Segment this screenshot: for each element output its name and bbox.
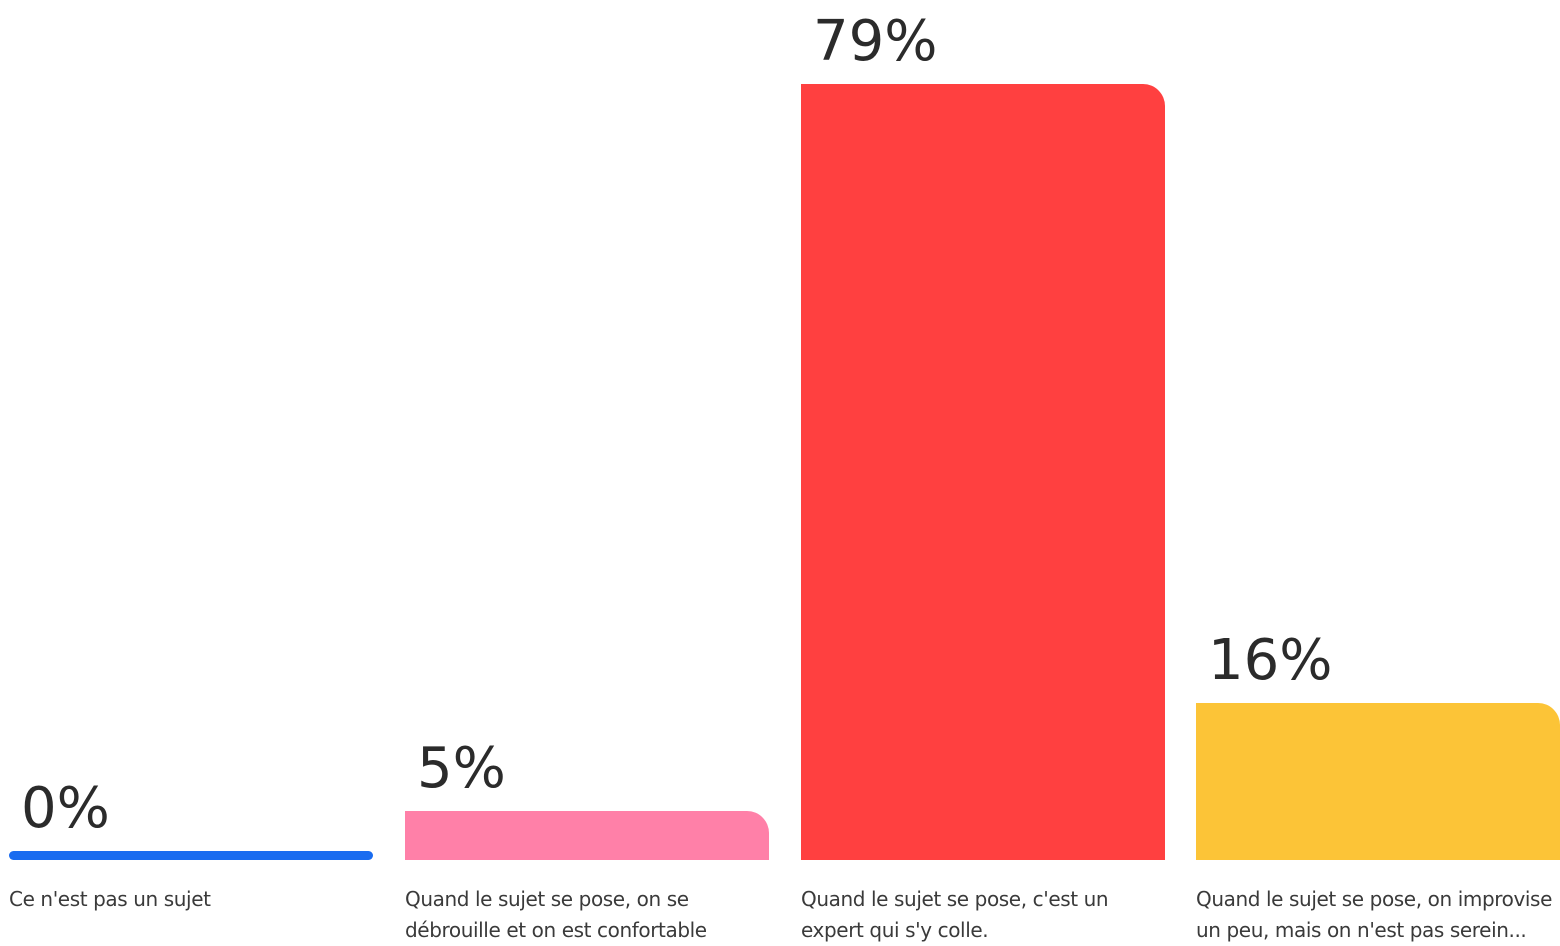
bar-category-label-4: Quand le sujet se pose, on improvise un … (1196, 887, 1552, 942)
bar-3 (801, 84, 1165, 860)
bar-column-1: 0% Ce n'est pas un sujet (9, 0, 373, 943)
bar-value-label-2: 5% (417, 736, 506, 801)
bar-category-label-2: Quand le sujet se pose, on se débrouille… (405, 887, 707, 942)
bar-1 (9, 851, 373, 860)
bar-value-label-4: 16% (1208, 628, 1333, 693)
bar-value-label-3: 79% (813, 9, 938, 74)
bar-column-4: 16% Quand le sujet se pose, on improvise … (1196, 0, 1560, 943)
bar-4 (1196, 703, 1560, 860)
bar-column-3: 79% Quand le sujet se pose, c'est un expe… (801, 0, 1165, 943)
bar-category-label-3: Quand le sujet se pose, c'est un expert … (801, 887, 1109, 942)
bar-column-2: 5% Quand le sujet se pose, on se débrouil… (405, 0, 769, 943)
bar-category-label-1: Ce n'est pas un sujet (9, 887, 211, 911)
bar-2 (405, 811, 769, 860)
bar-value-label-1: 0% (21, 776, 110, 841)
